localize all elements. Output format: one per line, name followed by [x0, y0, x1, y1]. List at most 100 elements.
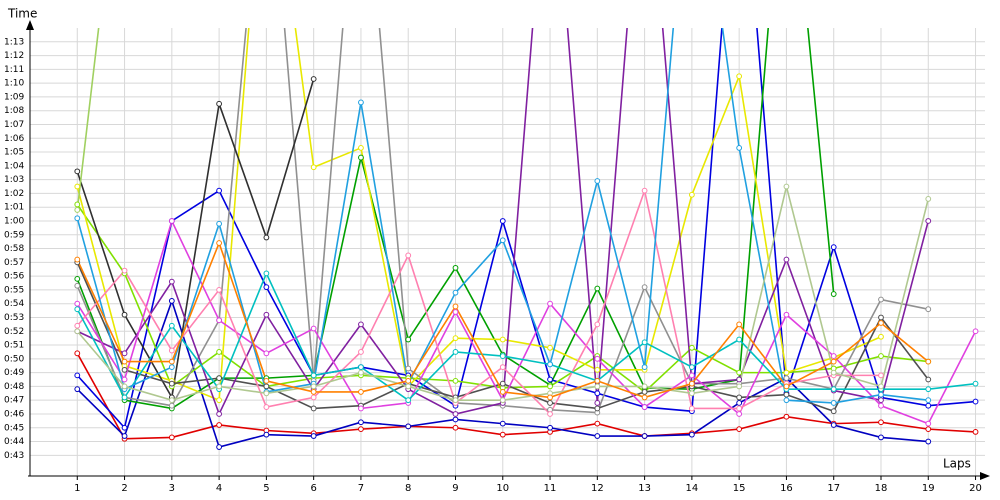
data-point	[358, 154, 364, 161]
data-point	[830, 353, 837, 359]
data-point	[216, 187, 223, 194]
data-point	[499, 397, 506, 404]
data-point	[594, 355, 601, 362]
x-tick-label: 1	[74, 483, 80, 494]
x-tick-label: 16	[780, 483, 793, 494]
data-point	[925, 402, 932, 409]
series-line	[76, 78, 315, 400]
data-point	[878, 434, 884, 441]
data-point	[499, 336, 506, 343]
data-point	[783, 413, 790, 420]
data-point	[74, 207, 81, 213]
y-tick-label: 1:12	[4, 51, 24, 61]
y-tick-label: 0:49	[4, 368, 24, 378]
data-point	[310, 405, 317, 412]
x-tick-label: 12	[591, 483, 604, 494]
data-point	[452, 411, 459, 417]
y-tick-label: 0:52	[4, 327, 24, 337]
data-point	[74, 372, 81, 379]
data-point	[736, 400, 743, 406]
data-point	[641, 404, 648, 410]
data-point	[736, 411, 743, 417]
y-tick-label: 1:06	[4, 134, 24, 144]
y-tick-label: 1:00	[4, 216, 24, 226]
x-tick-label: 6	[310, 483, 316, 494]
series-line	[76, 28, 100, 211]
data-point	[878, 296, 884, 303]
y-tick-label: 0:46	[4, 409, 24, 419]
data-point	[358, 426, 364, 433]
x-tick-label: 20	[969, 483, 982, 494]
data-point	[168, 364, 175, 371]
data-point	[594, 400, 601, 406]
data-point	[783, 391, 790, 398]
data-point	[594, 321, 601, 328]
data-point	[641, 383, 648, 390]
data-point	[452, 424, 459, 431]
y-tick-label: 1:01	[4, 203, 24, 213]
y-axis-arrow	[26, 20, 34, 30]
data-point	[878, 397, 884, 404]
x-tick-label: 17	[827, 483, 840, 494]
data-point	[74, 183, 81, 190]
x-tick-label: 19	[922, 483, 935, 494]
data-point	[74, 256, 81, 263]
data-point	[168, 358, 175, 365]
data-point	[594, 390, 601, 397]
data-point	[121, 311, 128, 318]
y-tick-label: 1:08	[4, 106, 24, 116]
y-tick-label: 0:56	[4, 272, 24, 282]
x-tick-label: 15	[733, 483, 746, 494]
data-point	[925, 386, 932, 393]
data-point	[547, 411, 553, 417]
x-axis-arrow	[980, 472, 990, 480]
data-point	[263, 377, 270, 384]
data-point	[641, 364, 648, 371]
data-point	[878, 383, 884, 390]
data-point	[641, 389, 648, 395]
data-point	[736, 426, 743, 433]
data-point	[74, 350, 81, 357]
y-tick-label: 0:48	[4, 382, 24, 392]
data-point	[594, 405, 601, 412]
data-point	[641, 284, 648, 291]
data-point	[216, 287, 223, 293]
data-point	[168, 402, 175, 409]
data-point	[168, 218, 175, 224]
data-point	[121, 358, 128, 365]
y-tick-label: 0:45	[4, 423, 24, 433]
data-point	[121, 394, 128, 401]
data-point	[452, 303, 459, 310]
data-point	[547, 394, 553, 401]
data-point	[405, 336, 412, 343]
data-point	[641, 339, 648, 346]
y-tick-label: 0:58	[4, 244, 24, 254]
data-point	[74, 168, 81, 175]
data-point	[310, 372, 317, 379]
x-tick-label: 7	[358, 483, 364, 494]
data-point	[688, 372, 695, 379]
data-point	[594, 377, 601, 384]
data-point	[783, 183, 790, 190]
data-point	[216, 411, 223, 417]
data-point	[499, 389, 506, 395]
data-point	[736, 383, 743, 390]
data-point	[74, 282, 81, 289]
data-point	[783, 397, 790, 404]
data-point	[121, 383, 128, 390]
x-tick-label: 5	[263, 483, 269, 494]
y-tick-label: 1:09	[4, 92, 24, 102]
plot-area	[74, 28, 979, 450]
data-point	[783, 311, 790, 318]
y-tick-label: 0:53	[4, 313, 24, 323]
data-point	[499, 431, 506, 438]
data-point	[925, 218, 932, 224]
data-point	[688, 405, 695, 412]
data-point	[641, 394, 648, 401]
data-point	[263, 284, 270, 291]
data-point	[121, 433, 128, 439]
data-point	[452, 377, 459, 384]
data-point	[830, 358, 837, 365]
data-point	[216, 383, 223, 390]
